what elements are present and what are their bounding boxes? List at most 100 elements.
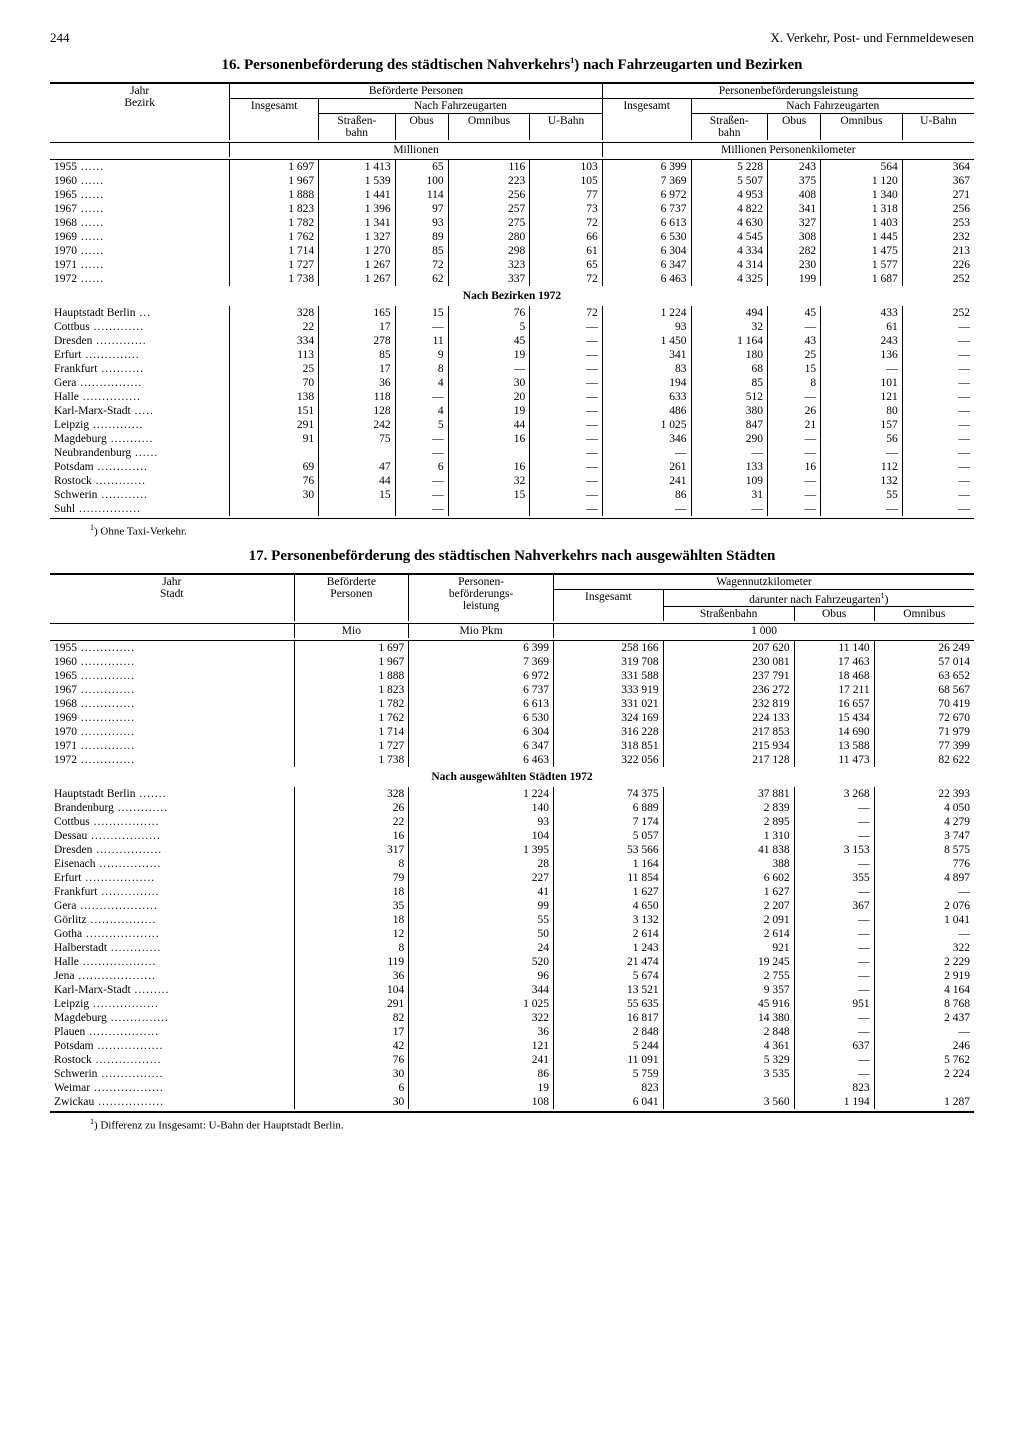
cell: 823 xyxy=(554,1081,664,1095)
cell: 1 627 xyxy=(554,885,664,899)
cell: 242 xyxy=(319,418,396,432)
cell: 86 xyxy=(602,488,691,502)
cell: — xyxy=(530,334,602,348)
cell: 232 xyxy=(902,230,974,244)
cell: 3 535 xyxy=(663,1067,794,1081)
row-label: Cottbus ................. xyxy=(50,815,294,829)
cell: 3 153 xyxy=(794,843,874,857)
cell: 258 166 xyxy=(554,641,664,656)
row-label: 1967 ...... xyxy=(50,202,230,216)
cell: 236 272 xyxy=(663,683,794,697)
cell: 1 395 xyxy=(409,843,554,857)
row-label: 1971 .............. xyxy=(50,739,294,753)
cell: 341 xyxy=(768,202,821,216)
row-label: 1972 .............. xyxy=(50,753,294,767)
cell: 53 566 xyxy=(554,843,664,857)
cell: 82 622 xyxy=(874,753,974,767)
cell: — xyxy=(794,857,874,871)
row-label: Gera ................ xyxy=(50,376,230,390)
cell: 74 375 xyxy=(554,787,664,801)
cell: 1 782 xyxy=(294,697,409,711)
cell: 227 xyxy=(409,871,554,885)
cell: — xyxy=(768,446,821,460)
cell: 15 xyxy=(768,362,821,376)
cell: 6 399 xyxy=(409,641,554,656)
cell: 80 xyxy=(821,404,903,418)
cell: 26 xyxy=(294,801,409,815)
row-label: Brandenburg ............. xyxy=(50,801,294,815)
table-row: Hauptstadt Berlin .......3281 22474 3753… xyxy=(50,787,974,801)
table-row: Potsdam .............6947616—26113316112… xyxy=(50,460,974,474)
cell: 1 224 xyxy=(409,787,554,801)
cell: 1 120 xyxy=(821,174,903,188)
t17-footnote: 1) Differenz zu Insgesamt: U-Bahn der Ha… xyxy=(50,1117,974,1132)
cell: 3 132 xyxy=(554,913,664,927)
cell: 1 341 xyxy=(319,216,396,230)
table-row: 1970 ..............1 7146 304316 228217 … xyxy=(50,725,974,739)
table-row: Eisenach ................8281 164388—776 xyxy=(50,857,974,871)
cell: 6 463 xyxy=(602,272,691,286)
cell: 6 304 xyxy=(602,244,691,258)
cell: 512 xyxy=(691,390,768,404)
cell: 6 347 xyxy=(409,739,554,753)
cell: 30 xyxy=(294,1095,409,1109)
cell: 72 xyxy=(395,258,448,272)
cell: 72 xyxy=(530,216,602,230)
cell: 121 xyxy=(409,1039,554,1053)
cell: — xyxy=(395,432,448,446)
cell: 140 xyxy=(409,801,554,815)
cell: 65 xyxy=(530,258,602,272)
cell: 1 310 xyxy=(663,829,794,843)
cell: — xyxy=(768,474,821,488)
table-row: Halle ...................11952021 47419 … xyxy=(50,955,974,969)
cell: 408 xyxy=(768,188,821,202)
row-label: Potsdam ............. xyxy=(50,460,230,474)
cell: 318 851 xyxy=(554,739,664,753)
cell: 6 304 xyxy=(409,725,554,739)
cell: — xyxy=(530,432,602,446)
cell: 104 xyxy=(294,983,409,997)
cell: 57 014 xyxy=(874,655,974,669)
row-label: Erfurt .............. xyxy=(50,348,230,362)
cell: 108 xyxy=(409,1095,554,1109)
cell: 237 791 xyxy=(663,669,794,683)
cell: 1 823 xyxy=(230,202,319,216)
row-label: 1960 ...... xyxy=(50,174,230,188)
cell: 1 823 xyxy=(294,683,409,697)
cell: 11 091 xyxy=(554,1053,664,1067)
cell: — xyxy=(530,362,602,376)
cell: 5 759 xyxy=(554,1067,664,1081)
cell: 86 xyxy=(409,1067,554,1081)
cell: 17 xyxy=(319,320,396,334)
cell: 4 650 xyxy=(554,899,664,913)
cell: — xyxy=(395,390,448,404)
cell: 8 768 xyxy=(874,997,974,1011)
cell: 93 xyxy=(395,216,448,230)
cell: — xyxy=(794,941,874,955)
row-label: 1955 ...... xyxy=(50,160,230,175)
cell xyxy=(448,446,530,460)
row-label: Gera .................... xyxy=(50,899,294,913)
cell: — xyxy=(794,983,874,997)
cell: 30 xyxy=(448,376,530,390)
table-row: Erfurt ..................7922711 8546 60… xyxy=(50,871,974,885)
cell: 101 xyxy=(821,376,903,390)
cell: 6 972 xyxy=(409,669,554,683)
table-row: Brandenburg .............261406 8892 839… xyxy=(50,801,974,815)
cell: 36 xyxy=(294,969,409,983)
row-label: Schwerin ................ xyxy=(50,1067,294,1081)
cell: 4 953 xyxy=(691,188,768,202)
table-row: Frankfurt ...............18411 6271 627—… xyxy=(50,885,974,899)
cell: — xyxy=(902,390,974,404)
cell: — xyxy=(902,432,974,446)
cell: 271 xyxy=(902,188,974,202)
cell: 104 xyxy=(409,829,554,843)
cell: — xyxy=(902,446,974,460)
row-label: Dresden ............. xyxy=(50,334,230,348)
cell: 322 xyxy=(409,1011,554,1025)
cell: 8 xyxy=(768,376,821,390)
cell: 1 697 xyxy=(230,160,319,175)
cell: 1 025 xyxy=(602,418,691,432)
table-row: Jena ....................36965 6742 755—… xyxy=(50,969,974,983)
cell: 89 xyxy=(395,230,448,244)
